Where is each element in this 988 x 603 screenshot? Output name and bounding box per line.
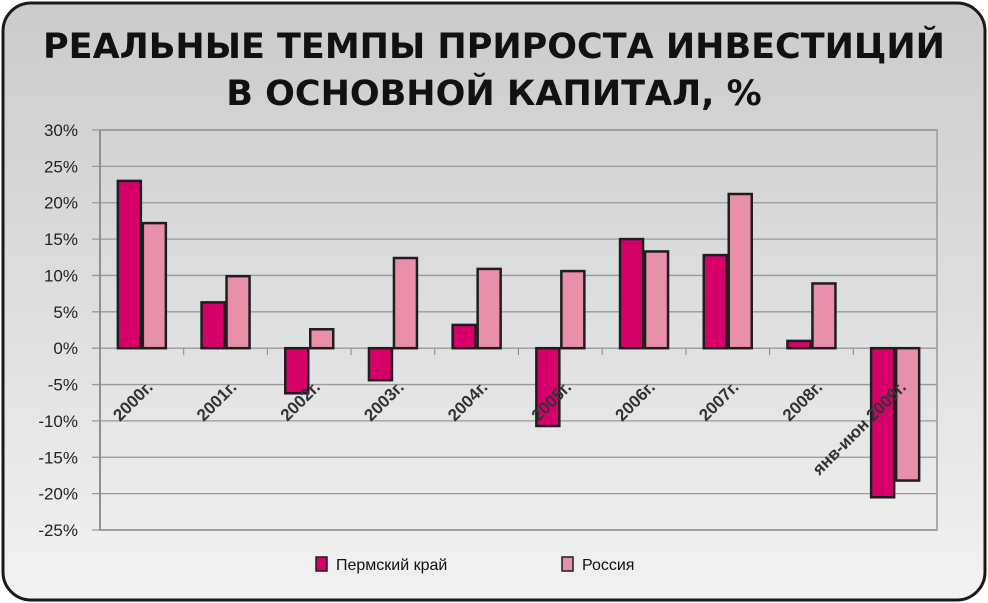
bar-perm: [200, 301, 226, 350]
bar-russia: [894, 346, 921, 482]
y-tick-label: -10%: [38, 412, 78, 431]
bar-perm: [869, 346, 896, 499]
bar-perm: [451, 323, 477, 350]
bar-russia: [643, 250, 670, 350]
bar-perm: [116, 179, 143, 350]
bar-perm: [618, 237, 645, 350]
y-tick-label: -25%: [38, 521, 78, 540]
bar-russia: [392, 256, 419, 350]
bar-russia: [225, 274, 251, 350]
y-tick-label: -20%: [38, 485, 78, 504]
y-tick-label: 0%: [53, 339, 78, 358]
y-tick-label: -5%: [48, 376, 78, 395]
y-tick-label: 20%: [44, 194, 78, 213]
y-tick-label: 30%: [44, 121, 78, 140]
chart-title-line-1: РЕАЛЬНЫЕ ТЕМПЫ ПРИРОСТА ИНВЕСТИЦИЙ: [43, 25, 945, 67]
legend-label: Россия: [582, 557, 634, 574]
bar-perm: [535, 346, 561, 428]
y-tick-label: 15%: [44, 230, 78, 249]
y-tick-label: 5%: [53, 303, 78, 322]
y-tick-label: -15%: [38, 448, 78, 467]
bar-perm: [702, 253, 728, 350]
bar-perm: [284, 346, 310, 395]
bar-russia: [727, 192, 753, 350]
legend-swatch: [561, 556, 574, 572]
bar-russia: [811, 282, 837, 350]
y-tick-label: 25%: [44, 157, 78, 176]
bar-russia: [476, 267, 502, 350]
chart-title-line-2: В ОСНОВНОЙ КАПИТАЛ, %: [226, 72, 761, 114]
legend-swatch: [315, 556, 328, 572]
legend-label: Пермский край: [336, 557, 447, 574]
bar-russia: [141, 221, 168, 350]
bar-russia: [309, 328, 335, 350]
bar-perm: [786, 339, 812, 350]
y-tick-label: 10%: [44, 266, 78, 285]
bar-perm: [367, 346, 394, 382]
bar-russia: [560, 269, 586, 350]
